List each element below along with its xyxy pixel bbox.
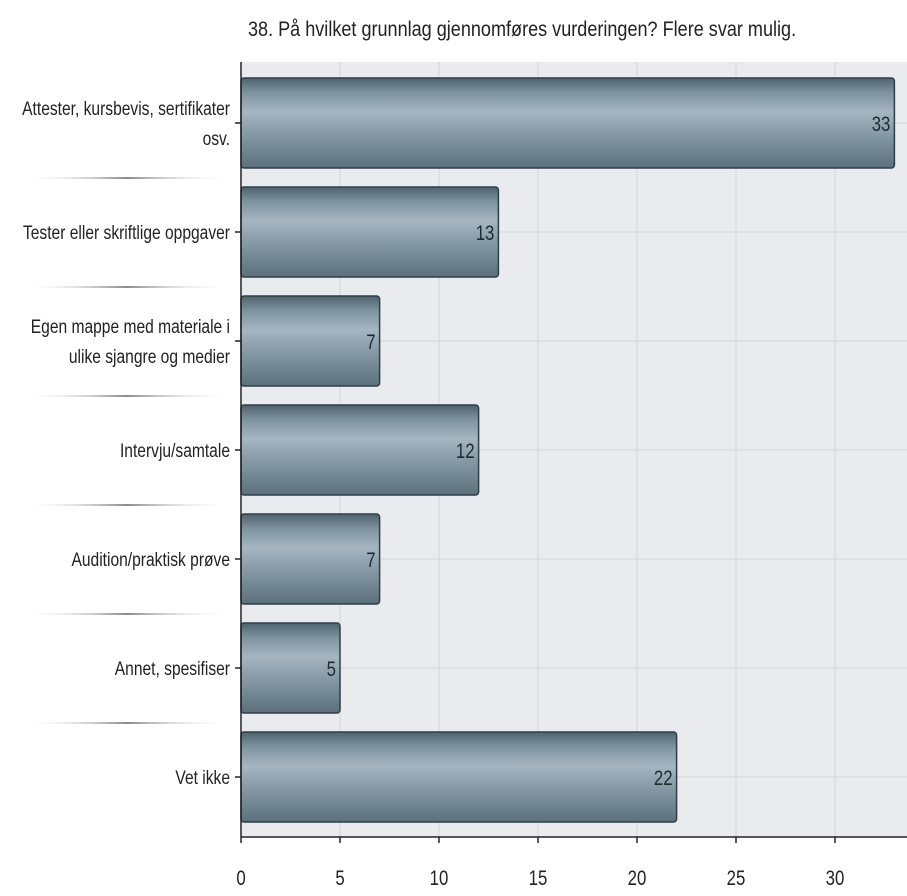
bar-value-label: 7 xyxy=(366,331,375,354)
category-label: Egen mappe med materiale i xyxy=(31,315,230,337)
category-label: Tester eller skriftlige oppgaver xyxy=(23,221,230,243)
category-label: Vet ikke xyxy=(175,766,230,788)
category-separator xyxy=(22,286,232,288)
bar xyxy=(240,186,500,278)
category-label: Audition/praktisk prøve xyxy=(71,548,230,570)
category-label: ulike sjangre og medier xyxy=(69,345,230,367)
bar-value-label: 22 xyxy=(654,767,673,790)
bar-value-label: 13 xyxy=(476,222,495,245)
category-separator xyxy=(22,613,232,615)
chart-title: 38. På hvilket grunnlag gjennomføres vur… xyxy=(248,18,797,41)
bar xyxy=(240,513,381,605)
x-tick-label: 20 xyxy=(628,867,647,890)
category-label: osv. xyxy=(203,127,230,149)
bar-value-label: 12 xyxy=(456,440,475,463)
bar-value-label: 5 xyxy=(327,658,336,681)
x-tick-label: 5 xyxy=(335,867,344,890)
bar-value-label: 33 xyxy=(872,113,891,136)
category-separator xyxy=(22,395,232,397)
category-separator xyxy=(22,504,232,506)
category-label: Annet, spesifiser xyxy=(115,657,230,679)
x-tick-label: 25 xyxy=(727,867,746,890)
category-label: Intervju/samtale xyxy=(120,439,230,461)
bar xyxy=(240,404,480,496)
category-label: Attester, kursbevis, sertifikater xyxy=(22,97,230,119)
x-tick-label: 15 xyxy=(529,867,548,890)
bar xyxy=(240,295,381,387)
bar-value-label: 7 xyxy=(366,549,375,572)
category-separator xyxy=(22,177,232,179)
bar xyxy=(240,731,678,823)
x-tick-label: 10 xyxy=(430,867,449,890)
x-tick-label: 30 xyxy=(826,867,845,890)
bar xyxy=(240,622,341,714)
x-tick-label: 0 xyxy=(236,867,245,890)
bar xyxy=(240,77,896,169)
category-separator xyxy=(22,722,232,724)
